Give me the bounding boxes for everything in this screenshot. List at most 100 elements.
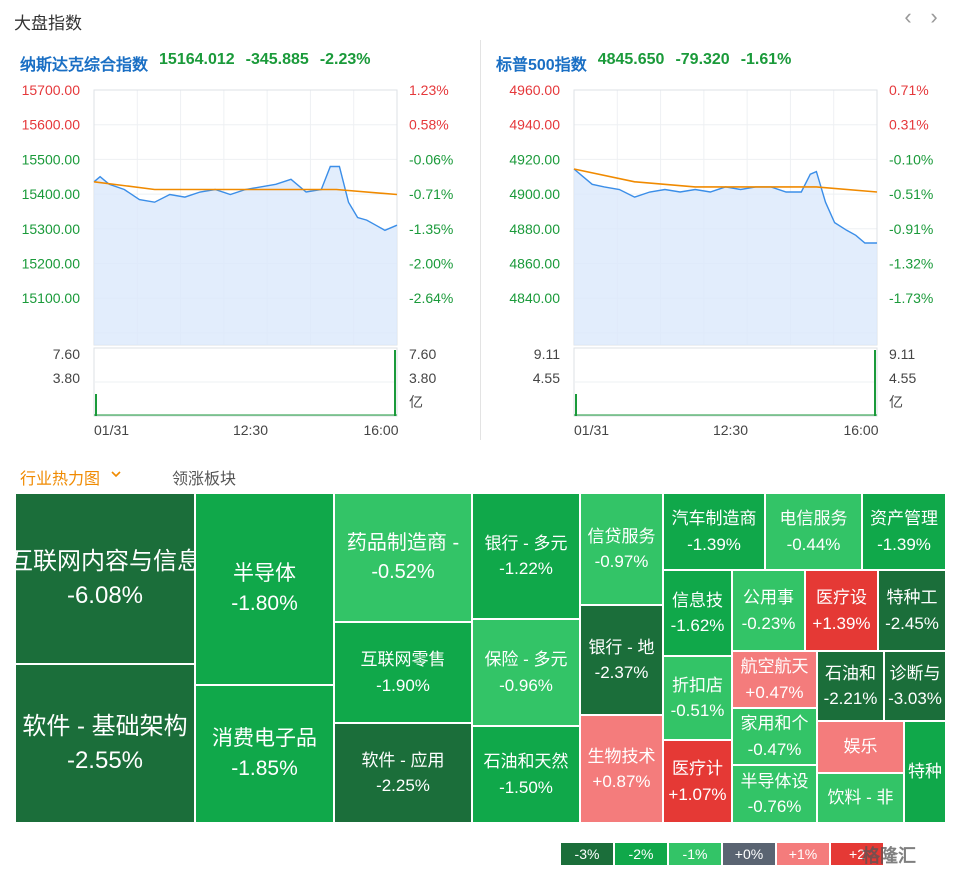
heatmap-cell[interactable]: 医疗计 +1.07% bbox=[663, 740, 732, 823]
heatmap-cell[interactable]: 资产管理 -1.39% bbox=[862, 493, 946, 570]
nasdaq-intraday-chart[interactable]: 15700.00 15600.00 15500.00 15400.00 15300.00… bbox=[0, 76, 470, 446]
pct-tick-label: 0.31% bbox=[889, 117, 929, 133]
heatmap-cell[interactable]: 特种 bbox=[904, 721, 946, 823]
heatmap-cell[interactable]: 信息技 -1.62% bbox=[663, 570, 732, 656]
sector-change-pct: -2.25% bbox=[376, 776, 430, 795]
sector-change-pct: -1.80% bbox=[231, 592, 298, 615]
sector-name: 特种 bbox=[908, 762, 942, 782]
sector-change-pct: +1.07% bbox=[668, 784, 727, 804]
heatmap-cell[interactable]: 娱乐 bbox=[817, 721, 904, 773]
sector-name: 特种工 bbox=[886, 588, 938, 608]
sector-change-pct: -0.47% bbox=[747, 739, 802, 759]
sector-name: 保险 - 多元 bbox=[484, 650, 568, 670]
heatmap-cell[interactable]: 软件 - 应用 -2.25% bbox=[334, 723, 472, 823]
heatmap-cell[interactable]: 饮料 - 非 bbox=[817, 773, 904, 823]
heatmap-cell[interactable]: 电信服务 -0.44% bbox=[765, 493, 862, 570]
legend-item[interactable]: -1% bbox=[669, 843, 721, 865]
sector-change-pct: -3.03% bbox=[888, 689, 942, 708]
watermark: 格隆汇 bbox=[862, 846, 916, 866]
sector-change-pct: -1.85% bbox=[231, 757, 298, 780]
sp500-summary[interactable]: 标普500指数 4845.650 -79.320 -1.61% bbox=[496, 51, 791, 75]
heatmap-cell[interactable]: 医疗设 +1.39% bbox=[805, 570, 878, 651]
sector-name: 航空航天 bbox=[740, 657, 809, 677]
sector-change-pct: -2.55% bbox=[66, 746, 144, 774]
tab-leading-sectors[interactable]: 领涨板块 bbox=[172, 471, 237, 488]
chevron-left-icon[interactable]: ‹ bbox=[904, 4, 912, 29]
legend-item[interactable]: +1% bbox=[777, 843, 829, 865]
heatmap-cell[interactable]: 公用事 -0.23% bbox=[732, 570, 805, 651]
heatmap-cell[interactable]: 汽车制造商 -1.39% bbox=[663, 493, 765, 570]
index-change: -79.320 bbox=[675, 51, 730, 68]
heatmap-cell[interactable]: 银行 - 多元 -1.22% bbox=[472, 493, 580, 619]
pct-tick-label: 0.71% bbox=[889, 82, 929, 98]
pct-tick-label: 0.58% bbox=[409, 117, 449, 133]
heatmap-cell[interactable]: 航空航天 +0.47% bbox=[732, 651, 817, 708]
price-tick-label: 4860.00 bbox=[509, 256, 560, 272]
nasdaq-summary[interactable]: 纳斯达克综合指数 15164.012 -345.885 -2.23% bbox=[20, 51, 371, 75]
sector-name: 资产管理 bbox=[870, 509, 938, 529]
sector-change-pct: -1.22% bbox=[499, 559, 553, 578]
sp500-intraday-chart[interactable]: 4960.00 4940.00 4920.00 4900.00 4880.00 4860.… bbox=[480, 76, 950, 446]
index-change-pct: -2.23% bbox=[319, 51, 371, 68]
heatmap-cell[interactable]: 银行 - 地 -2.37% bbox=[580, 605, 663, 715]
volume-tick-label: 9.11 bbox=[889, 346, 915, 362]
legend-item[interactable]: -2% bbox=[615, 843, 667, 865]
pct-tick-label: -0.10% bbox=[889, 151, 933, 167]
legend-item[interactable]: +2 bbox=[831, 843, 883, 865]
heatmap-cell[interactable]: 折扣店 -0.51% bbox=[663, 656, 732, 740]
price-line bbox=[573, 168, 877, 244]
sector-name: 生物技术 bbox=[587, 746, 656, 766]
tab-industry-heatmap[interactable]: 行业热力图 bbox=[20, 471, 101, 488]
sector-name: 信息技 bbox=[672, 590, 723, 610]
time-tick-label: 12:30 bbox=[233, 422, 268, 438]
sector-change-pct: -0.51% bbox=[670, 701, 725, 720]
sector-name: 银行 - 地 bbox=[588, 637, 655, 657]
sector-change-pct: -2.45% bbox=[885, 613, 939, 633]
heatmap-cell[interactable]: 石油和 -2.21% bbox=[817, 651, 884, 721]
heatmap-cell[interactable]: 特种工 -2.45% bbox=[878, 570, 946, 651]
heatmap-cell[interactable]: 诊断与 -3.03% bbox=[884, 651, 946, 721]
sector-name: 公用事 bbox=[743, 588, 794, 608]
legend-item[interactable]: -3% bbox=[561, 843, 613, 865]
chart-divider bbox=[480, 40, 481, 440]
price-tick-label: 4940.00 bbox=[509, 117, 560, 133]
index-name: 标普500指数 bbox=[496, 57, 587, 74]
heatmap-cell[interactable]: 石油和天然 -1.50% bbox=[472, 726, 580, 823]
sector-name: 半导体 bbox=[233, 561, 296, 585]
sector-name: 信贷服务 bbox=[587, 526, 656, 546]
heatmap-cell[interactable]: 家用和个 -0.47% bbox=[732, 708, 817, 765]
heatmap-cell[interactable]: 半导体设 -0.76% bbox=[732, 765, 817, 823]
heatmap-cell[interactable]: 药品制造商 - -0.52% bbox=[334, 493, 472, 622]
index-name: 纳斯达克综合指数 bbox=[20, 57, 149, 74]
heatmap-cell[interactable]: 保险 - 多元 -0.96% bbox=[472, 619, 580, 726]
price-tick-label: 15300.00 bbox=[22, 221, 81, 237]
sector-change-pct: +0.47% bbox=[745, 682, 804, 702]
volume-tick-label: 亿 bbox=[409, 394, 423, 410]
pct-tick-label: -0.51% bbox=[889, 186, 933, 202]
heatmap-cell[interactable]: 生物技术 +0.87% bbox=[580, 715, 663, 823]
sector-name: 医疗计 bbox=[672, 759, 723, 779]
heatmap-cell[interactable]: 消费电子品 -1.85% bbox=[195, 685, 334, 823]
chevron-down-icon[interactable] bbox=[110, 468, 122, 480]
sector-change-pct: -1.39% bbox=[877, 534, 931, 554]
sector-name: 诊断与 bbox=[889, 663, 941, 683]
sector-change-pct: -2.21% bbox=[823, 689, 878, 708]
heatmap-cell[interactable]: 互联网零售 -1.90% bbox=[334, 622, 472, 723]
sector-change-pct: -0.23% bbox=[741, 613, 796, 633]
heatmap-cell[interactable]: 信贷服务 -0.97% bbox=[580, 493, 663, 605]
sector-change-pct: -0.44% bbox=[786, 534, 841, 554]
sector-name: 互联网内容与信息 bbox=[15, 547, 195, 575]
sector-change-pct: +0.87% bbox=[592, 772, 651, 791]
pct-tick-label: -0.06% bbox=[409, 151, 453, 167]
volume-tick-label: 7.60 bbox=[409, 346, 436, 362]
heatmap-cell[interactable]: 软件 - 基础架构 -2.55% bbox=[15, 664, 195, 823]
sector-change-pct: -0.96% bbox=[499, 675, 553, 695]
volume-tick-label: 3.80 bbox=[409, 370, 436, 386]
price-tick-label: 15400.00 bbox=[22, 186, 81, 202]
sector-name: 互联网零售 bbox=[360, 650, 446, 670]
heatmap-cell[interactable]: 半导体 -1.80% bbox=[195, 493, 334, 685]
heatmap-cell[interactable]: 互联网内容与信息 -6.08% bbox=[15, 493, 195, 664]
legend-item[interactable]: +0% bbox=[723, 843, 775, 865]
chevron-right-icon[interactable]: › bbox=[930, 4, 938, 29]
sector-change-pct: -2.37% bbox=[594, 663, 649, 682]
